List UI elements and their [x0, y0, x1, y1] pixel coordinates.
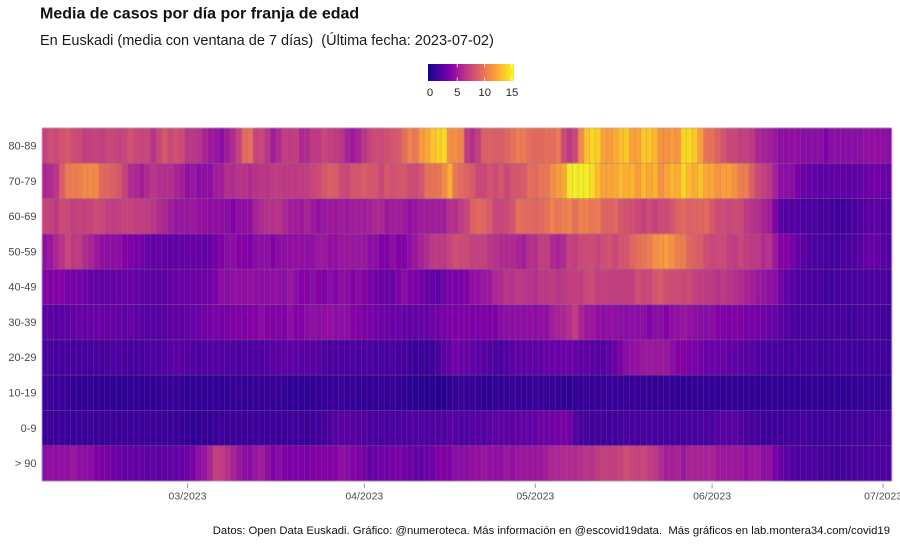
- svg-text:Media de casos por día por fra: Media de casos por día por franja de eda…: [40, 6, 359, 23]
- svg-text:20-29: 20-29: [8, 352, 36, 364]
- svg-text:15: 15: [506, 87, 519, 99]
- svg-text:30-39: 30-39: [8, 317, 36, 329]
- svg-text:> 90: > 90: [15, 458, 37, 470]
- svg-text:10: 10: [478, 87, 491, 99]
- svg-text:60-69: 60-69: [8, 211, 36, 223]
- svg-text:06/2023: 06/2023: [693, 491, 731, 503]
- svg-text:40-49: 40-49: [8, 282, 36, 294]
- svg-text:Datos: Open Data Euskadi. Gráf: Datos: Open Data Euskadi. Gráfico: @nume…: [213, 525, 890, 537]
- svg-text:0: 0: [427, 87, 433, 99]
- svg-text:03/2023: 03/2023: [169, 491, 207, 503]
- svg-text:05/2023: 05/2023: [516, 491, 554, 503]
- svg-text:0-9: 0-9: [21, 423, 37, 435]
- svg-text:50-59: 50-59: [8, 246, 36, 258]
- svg-text:70-79: 70-79: [8, 176, 36, 188]
- svg-text:07/2023: 07/2023: [864, 491, 900, 503]
- svg-text:En Euskadi (media con ventana: En Euskadi (media con ventana de 7 días)…: [40, 32, 494, 49]
- svg-text:04/2023: 04/2023: [345, 491, 383, 503]
- svg-text:5: 5: [454, 87, 460, 99]
- svg-text:10-19: 10-19: [8, 388, 36, 400]
- svg-text:80-89: 80-89: [8, 141, 36, 153]
